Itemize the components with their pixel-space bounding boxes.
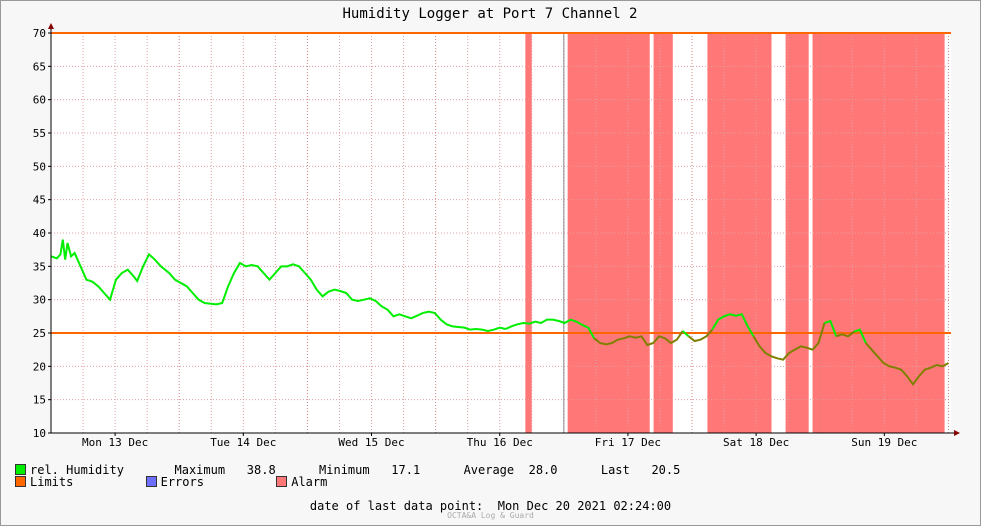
x-tick-label: Mon 13 Dec (82, 436, 148, 449)
humidity-line-segment (682, 330, 690, 338)
x-tick-label: Wed 15 Dec (338, 436, 404, 449)
chart-title: Humidity Logger at Port 7 Channel 2 (342, 6, 637, 22)
y-tick-label: 25 (33, 327, 46, 340)
x-axis-arrow (954, 430, 960, 436)
x-tick-label: Thu 16 Dec (467, 436, 533, 449)
credit-text: OCTA&A Log & Guard (447, 511, 534, 520)
humidity-line-segment (688, 329, 714, 343)
legend-limits-label: Limits (30, 475, 74, 489)
minimum-value: 17.1 (391, 463, 421, 477)
last-point-value: Mon Dec 20 2021 02:24:00 (497, 499, 672, 513)
legend-row-2: Limits Errors Alarm (15, 475, 327, 489)
maximum-label: Maximum (174, 463, 226, 477)
humidity-line-segment (835, 330, 855, 338)
y-tick-label: 70 (33, 27, 46, 40)
last-point-label: date of last data point: (309, 499, 484, 513)
alarm-swatch (276, 476, 288, 487)
humidity-swatch (15, 464, 26, 475)
humidity-line-segment (711, 313, 755, 337)
y-axis-arrow (48, 23, 54, 29)
legend-row-1: rel. Humidity Maximum 38.8 Minimum 17.1 … (15, 463, 680, 477)
humidity-line-segment (824, 319, 838, 337)
x-tick-label: Sat 18 Dec (723, 436, 789, 449)
y-tick-label: 55 (33, 127, 46, 140)
humidity-line-segment (853, 328, 867, 344)
last-label: Last (600, 463, 630, 477)
y-tick-label: 15 (33, 394, 46, 407)
limits-swatch (15, 476, 26, 487)
x-tick-label: Fri 17 Dec (595, 436, 661, 449)
maximum-value: 38.8 (246, 463, 276, 477)
average-value: 28.0 (528, 463, 558, 477)
y-tick-label: 20 (33, 360, 46, 373)
humidity-line-segment (752, 322, 826, 361)
last-value: 20.5 (651, 463, 681, 477)
alarm-band-3 (707, 33, 772, 433)
humidity-line-segment (593, 330, 684, 347)
humidity-line-segment (50, 239, 596, 339)
average-label: Average (463, 463, 515, 477)
legend-humidity-label: rel. Humidity (30, 463, 124, 477)
legend-errors-label: Errors (160, 475, 204, 489)
humidity-line-segment (865, 342, 949, 387)
x-tick-label: Tue 14 Dec (210, 436, 276, 449)
y-tick-label: 35 (33, 260, 46, 273)
legend-alarm-label: Alarm (291, 475, 328, 489)
y-tick-label: 10 (33, 427, 46, 440)
minimum-label: Minimum (319, 463, 370, 477)
y-tick-label: 45 (33, 194, 46, 207)
y-tick-label: 60 (33, 94, 46, 107)
last-data-point: date of last data point: Mon Dec 20 2021… (0, 499, 981, 513)
chart-area: 10 15 20 25 30 35 40 45 50 55 60 65 70 Mon 13 Dec Tue … (33, 6, 960, 449)
x-tick-label: Sun 19 Dec (851, 436, 917, 449)
y-tick-label: 40 (33, 227, 46, 240)
y-tick-label: 30 (33, 294, 46, 307)
errors-swatch (145, 476, 157, 487)
y-tick-label: 65 (33, 60, 46, 73)
y-tick-label: 50 (33, 160, 46, 173)
